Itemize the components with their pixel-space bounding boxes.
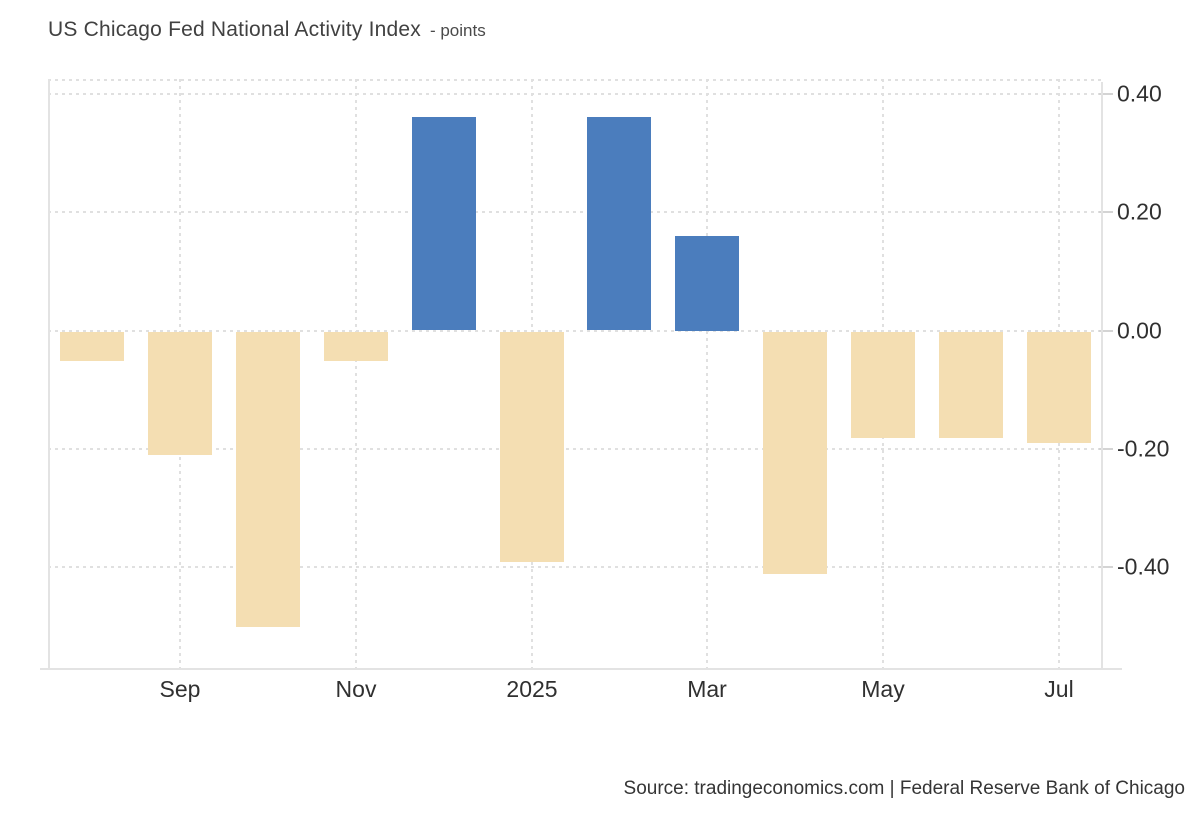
source-attribution: Source: tradingeconomics.com | Federal R… <box>623 778 1185 799</box>
x-axis-label-Mar: Mar <box>687 676 727 702</box>
x-axis-label-2025: 2025 <box>506 676 558 702</box>
x-axis-label-Nov: Nov <box>335 676 377 702</box>
ytick-mark-0.00 <box>1099 330 1113 332</box>
plot-right-border <box>1101 82 1103 670</box>
y-axis-label-0.00: 0.00 <box>1117 317 1162 344</box>
x-axis-line <box>40 668 1122 670</box>
bar-dec-2024[interactable] <box>412 117 476 330</box>
x-axis-label-Sep: Sep <box>159 676 201 702</box>
bar-jun-2025[interactable] <box>939 332 1003 438</box>
plot-left-border <box>48 79 50 670</box>
x-axis-label-Jul: Jul <box>1044 676 1074 702</box>
gridline-x-Mar <box>706 79 708 668</box>
bar-jul-2025[interactable] <box>1027 332 1091 443</box>
gridline-y--0.20 <box>48 448 1103 450</box>
ytick-mark-0.40 <box>1099 93 1113 95</box>
ytick-mark--0.40 <box>1099 566 1113 568</box>
bar-oct-2024[interactable] <box>236 332 300 627</box>
bar-apr-2025[interactable] <box>763 332 827 574</box>
chart-unit-label: - points <box>429 21 486 40</box>
bar-may-2025[interactable] <box>851 332 915 438</box>
y-axis-label--0.20: -0.20 <box>1117 435 1170 462</box>
plot-top-border <box>48 79 1103 81</box>
bar-mar-2025[interactable] <box>675 236 739 331</box>
ytick-mark--0.20 <box>1099 448 1113 450</box>
ytick-mark-0.20 <box>1099 211 1113 213</box>
bar-feb-2025[interactable] <box>587 117 651 330</box>
plot-area: 0.40 0.20 0.00 -0.20 -0.40 Sep Nov 2025 Mar May Ju… <box>40 79 1169 702</box>
bar-nov-2024[interactable] <box>324 332 388 361</box>
gridline-x-Nov <box>355 79 357 668</box>
gridline-y-0.40 <box>48 93 1103 95</box>
bar-jan-2025[interactable] <box>500 332 564 562</box>
bar-aug-2024[interactable] <box>60 332 124 361</box>
y-axis-label--0.40: -0.40 <box>1117 553 1170 580</box>
gridline-y--0.40 <box>48 566 1103 568</box>
gridline-y-0.00 <box>48 330 1103 332</box>
bar-sep-2024[interactable] <box>148 332 212 455</box>
y-axis-label-0.40: 0.40 <box>1117 80 1162 107</box>
chart-title-row: US Chicago Fed National Activity Index -… <box>48 18 486 42</box>
x-axis-label-May: May <box>861 676 905 702</box>
y-axis-label-0.20: 0.20 <box>1117 198 1162 225</box>
chart-title: US Chicago Fed National Activity Index <box>48 18 421 41</box>
gridline-y-0.20 <box>48 211 1103 213</box>
